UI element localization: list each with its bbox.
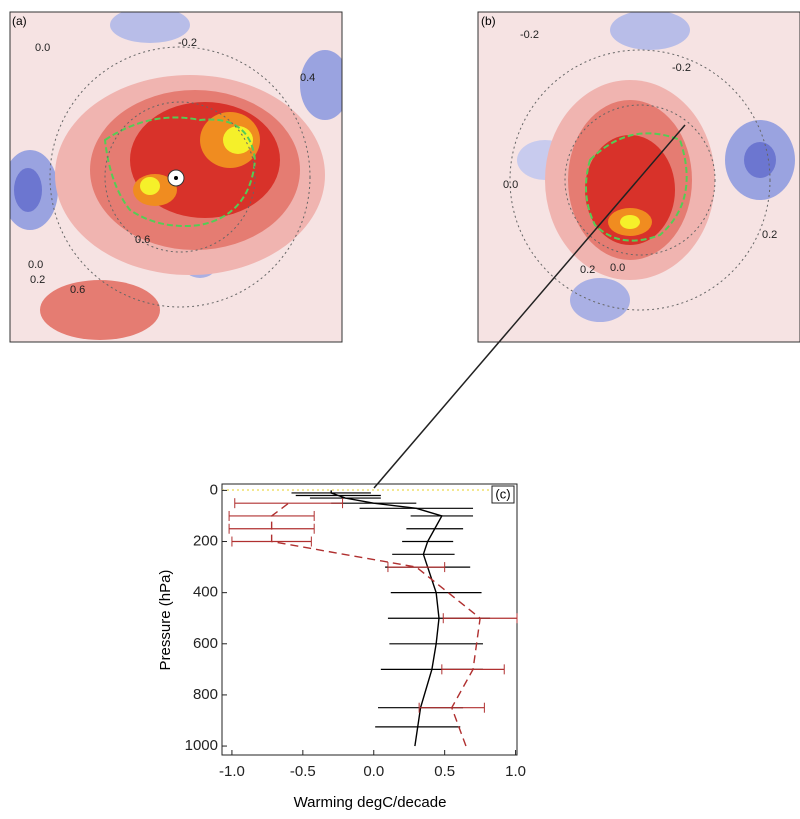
contour-label: -0.2 xyxy=(672,62,691,74)
map-b xyxy=(478,12,800,342)
y-tick-label: 800 xyxy=(193,686,218,703)
plot-frame xyxy=(221,483,518,756)
contour-label: 0.2 xyxy=(30,274,45,286)
x-axis-label: Warming degC/decade xyxy=(294,794,447,811)
x-tick-label: -0.5 xyxy=(290,763,316,780)
panel-box xyxy=(491,485,515,504)
panel-label: (a) xyxy=(12,14,27,28)
panel-label: (b) xyxy=(481,14,496,28)
x-tick-label: 0.5 xyxy=(434,763,455,780)
contour-label: -0.2 xyxy=(178,37,197,49)
y-axis-label: Pressure (hPa) xyxy=(157,570,174,671)
x-tick-label: 0.0 xyxy=(363,763,384,780)
contour-label: -0.2 xyxy=(520,29,539,41)
contour-label: 0.6 xyxy=(135,234,150,246)
contour-label: 0.4 xyxy=(300,72,315,84)
map-a xyxy=(10,12,342,342)
x-tick-label: -1.0 xyxy=(219,763,245,780)
y-tick-label: 400 xyxy=(193,584,218,601)
y-tick-label: 600 xyxy=(193,635,218,652)
contour-label: 0.0 xyxy=(503,179,518,191)
contour-label: 0.6 xyxy=(70,284,85,296)
map-frame xyxy=(9,11,343,343)
contour-label: 0.0 xyxy=(610,262,625,274)
connector xyxy=(373,124,686,489)
profile-line xyxy=(270,502,481,747)
contour-label: 0.2 xyxy=(580,264,595,276)
y-tick-label: 0 xyxy=(210,481,218,498)
contour-label: 0.2 xyxy=(762,229,777,241)
contour-label: 0.0 xyxy=(35,42,50,54)
y-tick-label: 200 xyxy=(193,532,218,549)
x-tick-label: 1.0 xyxy=(505,763,526,780)
panel-label: (c) xyxy=(495,486,510,501)
y-tick-label: 1000 xyxy=(185,737,218,754)
map-frame xyxy=(477,11,800,343)
contour-label: 0.0 xyxy=(28,259,43,271)
